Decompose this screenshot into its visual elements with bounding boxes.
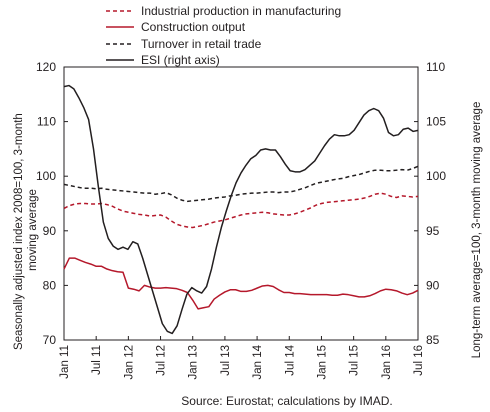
x-tick-label: Jan 12 <box>123 345 135 380</box>
x-tick-label: Jul 12 <box>156 345 168 376</box>
plot-area: 70 80 90 100 110 120 85 90 95 100 105 110 Jan 11 Jul … <box>36 60 446 380</box>
y-left-tick-label: 90 <box>43 224 57 238</box>
source-note: Source: Eurostat; calculations by IMAD. <box>181 394 392 408</box>
y-left-tick-label: 70 <box>43 333 57 347</box>
x-tick-label: Jan 16 <box>381 345 393 380</box>
y-right-tick-label: 95 <box>426 224 440 238</box>
x-tick-label: Jul 15 <box>349 345 361 376</box>
y-right-tick-label: 110 <box>426 60 445 74</box>
y-axis-left-label-line-2: moving average <box>27 189 39 271</box>
series-line-2 <box>63 165 419 203</box>
x-tick-label: Jul 16 <box>413 345 425 376</box>
plot-frame <box>63 66 419 341</box>
y-right-tick-label: 100 <box>426 169 446 183</box>
y-left-tick-label: 110 <box>37 115 56 129</box>
legend-label-esi: ESI (right axis) <box>141 53 220 67</box>
series-line-1 <box>63 257 419 310</box>
y-right-tick-label: 85 <box>426 333 440 347</box>
x-tick-label: Jul 11 <box>91 345 103 375</box>
legend-label-retail: Turnover in retail trade <box>141 37 262 51</box>
legend: Industrial production in manufacturing C… <box>106 4 341 67</box>
legend-label-industrial: Industrial production in manufacturing <box>141 4 341 18</box>
y-right-tick-label: 105 <box>426 115 446 129</box>
series-line-3 <box>63 84 419 335</box>
x-tick-label: Jan 11 <box>59 345 71 379</box>
y-right-tick-label: 90 <box>426 278 440 292</box>
y-axis-right-label: Long-term average=100, 3-month moving av… <box>471 102 483 359</box>
x-tick-label: Jan 15 <box>316 345 328 380</box>
y-left-tick-label: 120 <box>36 60 56 74</box>
y-left-tick-label: 100 <box>36 169 56 183</box>
x-tick-label: Jan 13 <box>188 345 200 380</box>
y-axis-left-label-line-1: Seasonally adjusted index 2008=100, 3-mo… <box>13 113 25 350</box>
x-tick-label: Jan 14 <box>252 344 264 379</box>
y-left-tick-label: 80 <box>43 278 57 292</box>
y-axis-left-label: Seasonally adjusted index 2008=100, 3-mo… <box>13 110 39 350</box>
x-tick-label: Jul 14 <box>284 344 296 375</box>
x-tick-label: Jul 13 <box>220 345 232 376</box>
series-line-0 <box>63 192 419 229</box>
legend-label-construction: Construction output <box>141 20 246 34</box>
